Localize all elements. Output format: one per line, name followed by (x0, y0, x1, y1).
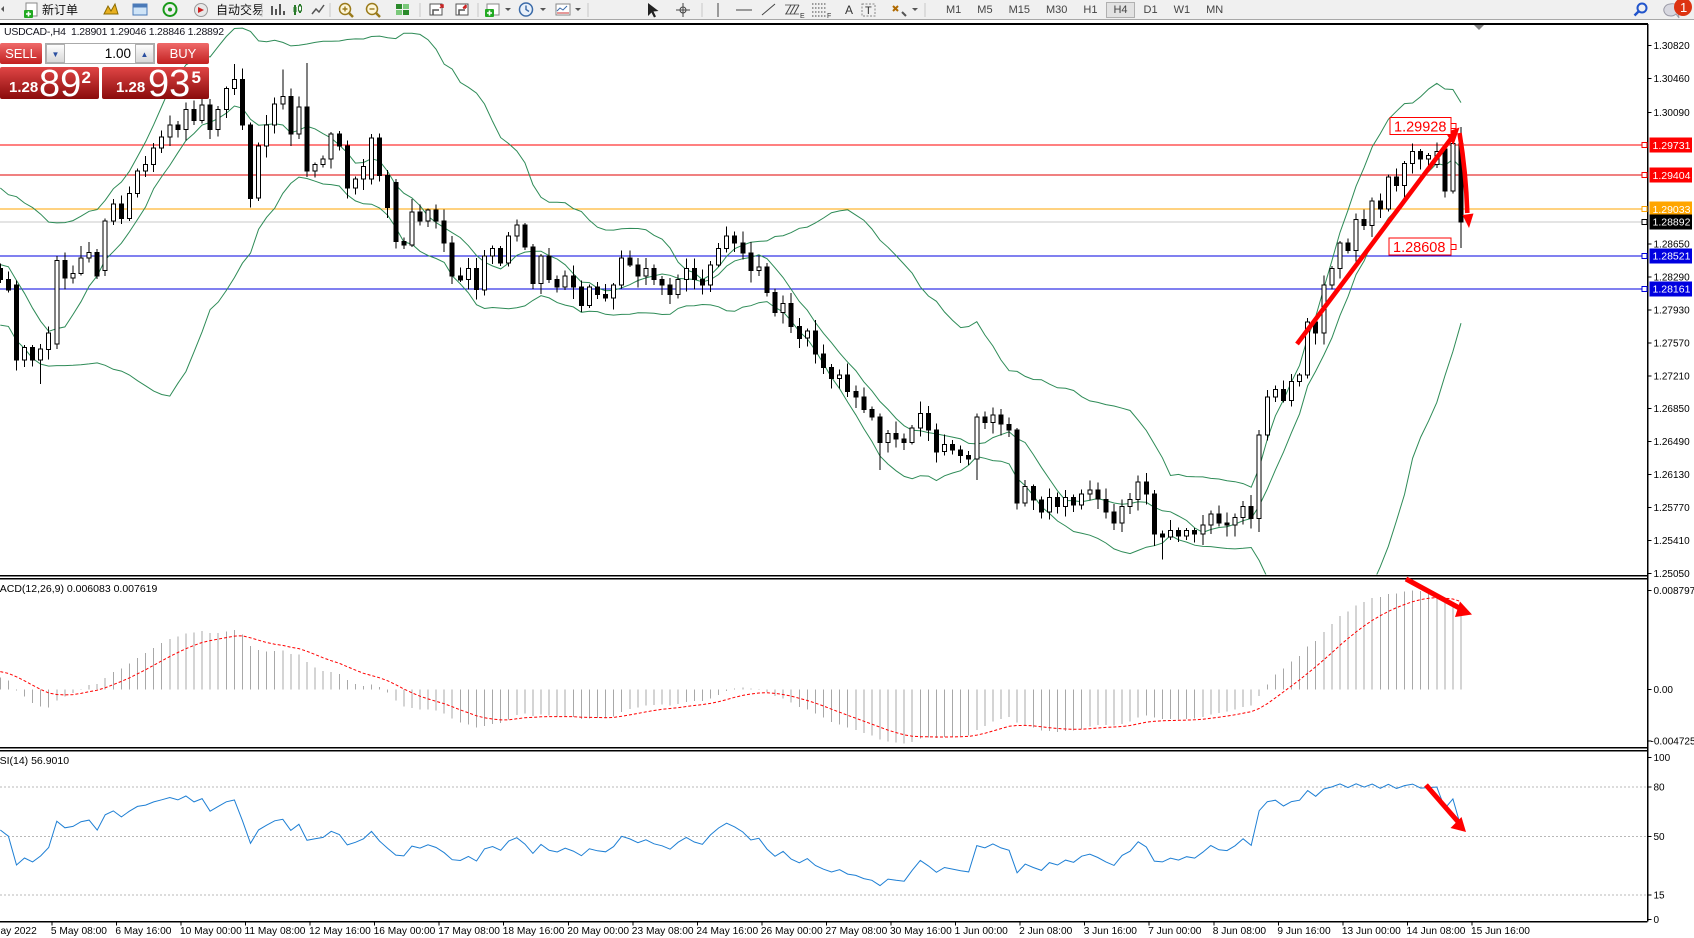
svg-text:RSI(14) 56.9010: RSI(14) 56.9010 (0, 755, 69, 767)
svg-text:A: A (845, 3, 853, 17)
svg-text:1.25770: 1.25770 (1654, 503, 1691, 514)
svg-text:1.25410: 1.25410 (1654, 536, 1691, 547)
svg-text:1.29731: 1.29731 (1653, 140, 1691, 152)
svg-text:1.26850: 1.26850 (1654, 404, 1691, 415)
svg-text:27 May 08:00: 27 May 08:00 (826, 926, 888, 937)
svg-text:4 May 2022: 4 May 2022 (0, 926, 37, 937)
svg-text:1.29404: 1.29404 (1653, 170, 1691, 182)
svg-text:T: T (865, 5, 872, 17)
svg-text:15: 15 (1654, 890, 1666, 901)
svg-text:0.008797: 0.008797 (1654, 586, 1694, 597)
svg-text:1.26490: 1.26490 (1654, 437, 1691, 448)
svg-text:1.27210: 1.27210 (1654, 371, 1691, 382)
svg-text:30 May 16:00: 30 May 16:00 (890, 926, 952, 937)
svg-text:1.28608: 1.28608 (1393, 240, 1445, 256)
svg-text:6 May 16:00: 6 May 16:00 (115, 926, 171, 937)
svg-text:1.26130: 1.26130 (1654, 470, 1691, 481)
svg-text:1.29928: 1.29928 (1394, 120, 1446, 136)
svg-text:1.30460: 1.30460 (1654, 74, 1691, 85)
svg-text:1.30090: 1.30090 (1654, 108, 1691, 119)
svg-text:9 Jun 16:00: 9 Jun 16:00 (1277, 926, 1331, 937)
svg-text:0.00: 0.00 (1654, 685, 1674, 696)
svg-text:20 May 00:00: 20 May 00:00 (567, 926, 629, 937)
svg-text:26 May 00:00: 26 May 00:00 (761, 926, 823, 937)
svg-text:14 Jun 08:00: 14 Jun 08:00 (1407, 926, 1466, 937)
svg-text:50: 50 (1654, 832, 1666, 843)
svg-text:3 Jun 16:00: 3 Jun 16:00 (1084, 926, 1138, 937)
svg-text:1.28521: 1.28521 (1653, 251, 1691, 263)
svg-text:F: F (827, 13, 831, 20)
svg-text:1.28650: 1.28650 (1654, 240, 1691, 251)
svg-text:E: E (800, 13, 805, 20)
svg-text:自动交易: 自动交易 (216, 2, 264, 17)
svg-text:12 May 16:00: 12 May 16:00 (309, 926, 371, 937)
svg-text:1.28161: 1.28161 (1653, 284, 1691, 296)
svg-text:1.28892: 1.28892 (1653, 217, 1691, 229)
svg-text:18 May 16:00: 18 May 16:00 (503, 926, 565, 937)
svg-text:15 Jun 16:00: 15 Jun 16:00 (1471, 926, 1530, 937)
svg-text:17 May 08:00: 17 May 08:00 (438, 926, 500, 937)
svg-text:23 May 08:00: 23 May 08:00 (632, 926, 694, 937)
svg-text:1 Jun 00:00: 1 Jun 00:00 (955, 926, 1009, 937)
svg-text:1.25050: 1.25050 (1654, 569, 1691, 580)
svg-text:2 Jun 08:00: 2 Jun 08:00 (1019, 926, 1073, 937)
svg-text:8 Jun 08:00: 8 Jun 08:00 (1213, 926, 1267, 937)
svg-text:1.29033: 1.29033 (1653, 204, 1691, 216)
svg-text:1.27570: 1.27570 (1654, 338, 1691, 349)
svg-text:13 Jun 00:00: 13 Jun 00:00 (1342, 926, 1401, 937)
svg-text:MACD(12,26,9) 0.006083 0.00761: MACD(12,26,9) 0.006083 0.007619 (0, 583, 158, 595)
svg-text:1.28290: 1.28290 (1654, 273, 1691, 284)
svg-text:新订单: 新订单 (42, 2, 78, 17)
svg-text:24 May 16:00: 24 May 16:00 (696, 926, 758, 937)
svg-text:100: 100 (1654, 753, 1671, 764)
svg-text:-0.004725: -0.004725 (1651, 737, 1694, 748)
svg-text:1: 1 (1680, 0, 1687, 15)
svg-text:10 May 00:00: 10 May 00:00 (180, 926, 242, 937)
svg-text:1.27930: 1.27930 (1654, 305, 1691, 316)
svg-text:80: 80 (1654, 782, 1666, 793)
svg-text:0: 0 (1654, 915, 1660, 926)
svg-text:5 May 08:00: 5 May 08:00 (51, 926, 107, 937)
svg-text:1.30820: 1.30820 (1654, 41, 1691, 52)
svg-text:11 May 08:00: 11 May 08:00 (245, 926, 306, 937)
svg-text:7 Jun 00:00: 7 Jun 00:00 (1148, 926, 1202, 937)
svg-text:16 May 00:00: 16 May 00:00 (374, 926, 436, 937)
